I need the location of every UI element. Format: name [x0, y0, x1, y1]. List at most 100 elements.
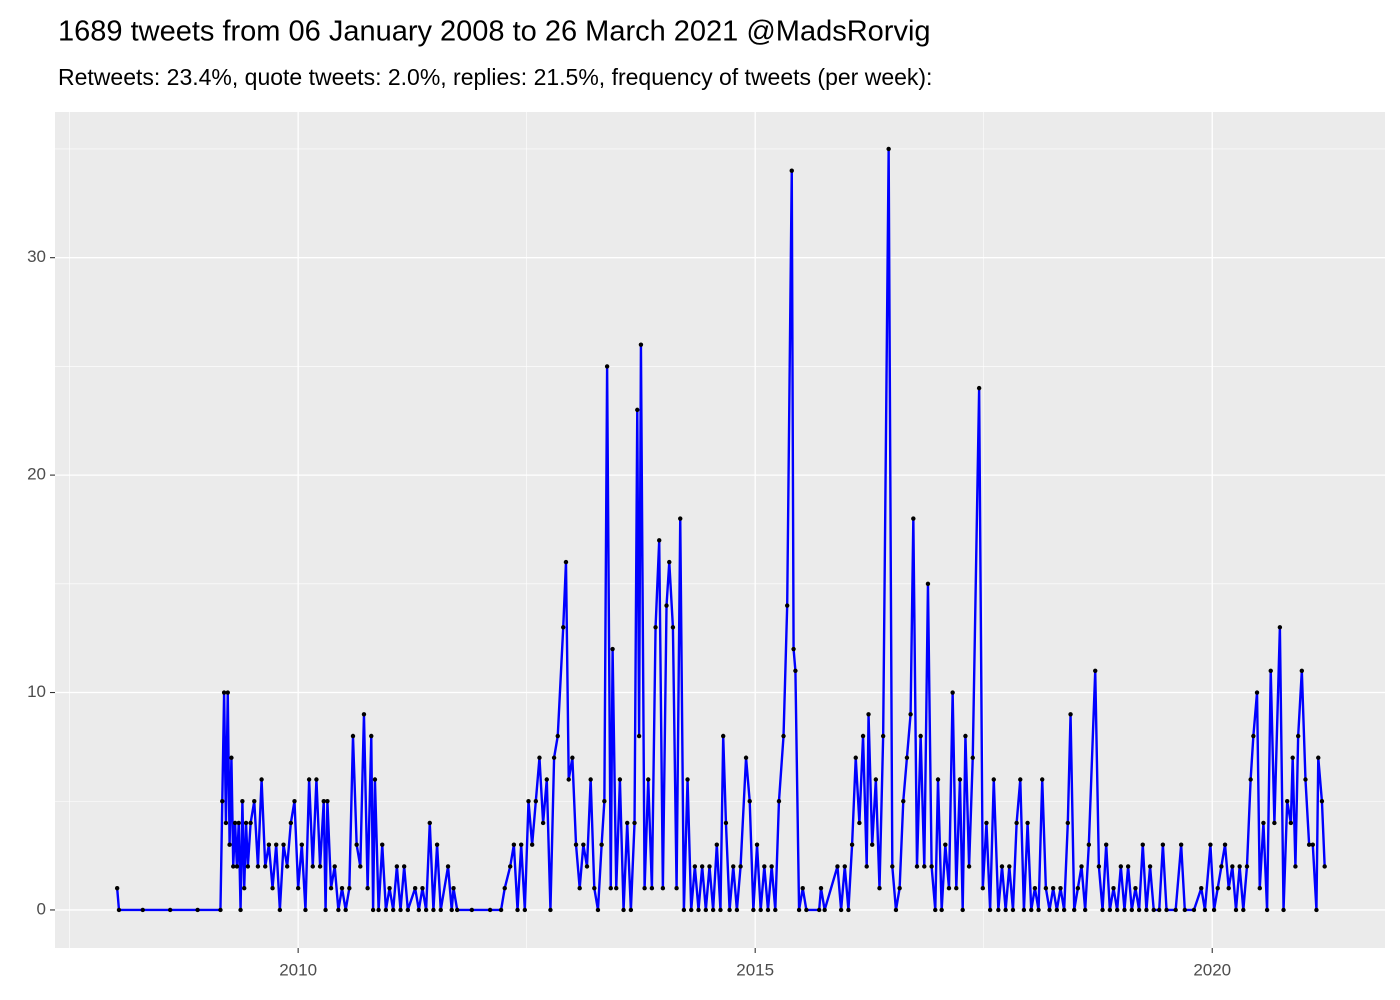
data-point: [1244, 864, 1250, 869]
data-point: [957, 777, 963, 782]
data-point: [1264, 907, 1270, 913]
data-point: [1058, 886, 1063, 891]
data-point: [369, 733, 374, 739]
data-point: [649, 886, 655, 891]
data-point: [646, 777, 651, 782]
data-point: [1173, 907, 1178, 913]
data-point: [372, 777, 378, 782]
data-point: [796, 907, 802, 913]
data-point: [259, 777, 264, 782]
data-point: [522, 907, 528, 913]
data-point: [427, 820, 432, 826]
data-point: [1293, 864, 1298, 869]
y-tick-label: 30: [27, 247, 46, 266]
data-point: [681, 907, 687, 913]
data-point: [918, 733, 923, 739]
data-point: [664, 603, 669, 608]
data-point: [1230, 864, 1235, 869]
data-point: [365, 886, 370, 891]
data-point: [731, 864, 736, 869]
data-point: [263, 864, 268, 869]
data-point: [1261, 820, 1266, 826]
data-point: [608, 886, 613, 891]
data-point: [242, 886, 247, 891]
data-point: [1122, 907, 1127, 913]
data-point: [1310, 842, 1315, 847]
data-point: [599, 842, 604, 847]
data-point: [781, 733, 786, 739]
data-point: [533, 799, 539, 804]
data-point: [602, 799, 607, 804]
data-point: [354, 842, 359, 847]
data-point: [577, 886, 582, 891]
data-point: [1288, 820, 1294, 826]
data-point: [670, 625, 676, 630]
data-point: [886, 146, 891, 152]
data-point: [391, 907, 396, 913]
data-point: [950, 690, 955, 695]
data-point: [1199, 886, 1204, 891]
data-point: [1316, 755, 1321, 760]
data-point: [1093, 668, 1098, 673]
data-point: [922, 864, 927, 869]
data-point: [487, 907, 493, 913]
data-point: [723, 820, 729, 826]
data-point: [1018, 777, 1023, 782]
data-point: [339, 886, 345, 891]
data-point: [1007, 864, 1012, 869]
data-point: [416, 907, 422, 913]
data-point: [502, 886, 507, 891]
data-point: [890, 864, 895, 869]
data-point: [860, 733, 866, 739]
data-point: [1284, 799, 1290, 804]
data-point: [835, 864, 840, 869]
data-point: [236, 820, 241, 826]
data-point: [412, 886, 418, 891]
data-point: [617, 777, 623, 782]
data-point: [1147, 864, 1153, 869]
data-point: [1233, 907, 1239, 913]
data-point: [431, 907, 436, 913]
data-point: [284, 864, 290, 869]
data-point: [625, 820, 630, 826]
data-point: [332, 864, 337, 869]
data-point: [1104, 842, 1109, 847]
data-point: [904, 755, 910, 760]
data-point: [1029, 907, 1034, 913]
data-point: [277, 907, 283, 913]
data-point: [1295, 733, 1301, 739]
data-point: [140, 907, 145, 913]
data-point: [274, 842, 279, 847]
data-point: [1248, 777, 1253, 782]
data-point: [849, 842, 855, 847]
data-point: [566, 777, 571, 782]
data-point: [1268, 668, 1273, 673]
data-point: [1096, 864, 1102, 869]
data-point: [1136, 907, 1142, 913]
data-point: [1151, 907, 1156, 913]
data-point: [328, 886, 334, 891]
x-tick-label: 2020: [1193, 960, 1231, 979]
data-point: [1237, 864, 1242, 869]
data-point: [595, 907, 601, 913]
data-point: [350, 733, 356, 739]
data-point: [232, 820, 238, 826]
data-point: [804, 907, 809, 913]
data-point: [380, 842, 385, 847]
data-point: [420, 886, 425, 891]
data-point: [245, 864, 251, 869]
data-point: [610, 646, 615, 652]
data-point: [498, 907, 504, 913]
data-point: [1281, 907, 1286, 913]
data-point: [996, 907, 1001, 913]
data-point: [248, 820, 253, 826]
data-point: [1075, 886, 1081, 891]
data-point: [893, 907, 899, 913]
data-point: [628, 907, 634, 913]
data-point: [1003, 907, 1008, 913]
data-point: [423, 907, 429, 913]
data-point: [908, 712, 913, 717]
data-point: [508, 864, 513, 869]
data-point: [370, 907, 376, 913]
